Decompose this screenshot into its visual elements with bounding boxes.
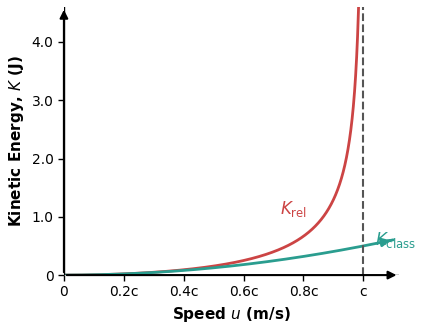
X-axis label: Speed $u$ (m/s): Speed $u$ (m/s) (172, 305, 291, 324)
Text: $K_{\mathrm{class}}$: $K_{\mathrm{class}}$ (375, 230, 416, 250)
Text: $K_{\mathrm{rel}}$: $K_{\mathrm{rel}}$ (279, 199, 307, 219)
Y-axis label: Kinetic Energy, $K$ (J): Kinetic Energy, $K$ (J) (7, 55, 26, 227)
